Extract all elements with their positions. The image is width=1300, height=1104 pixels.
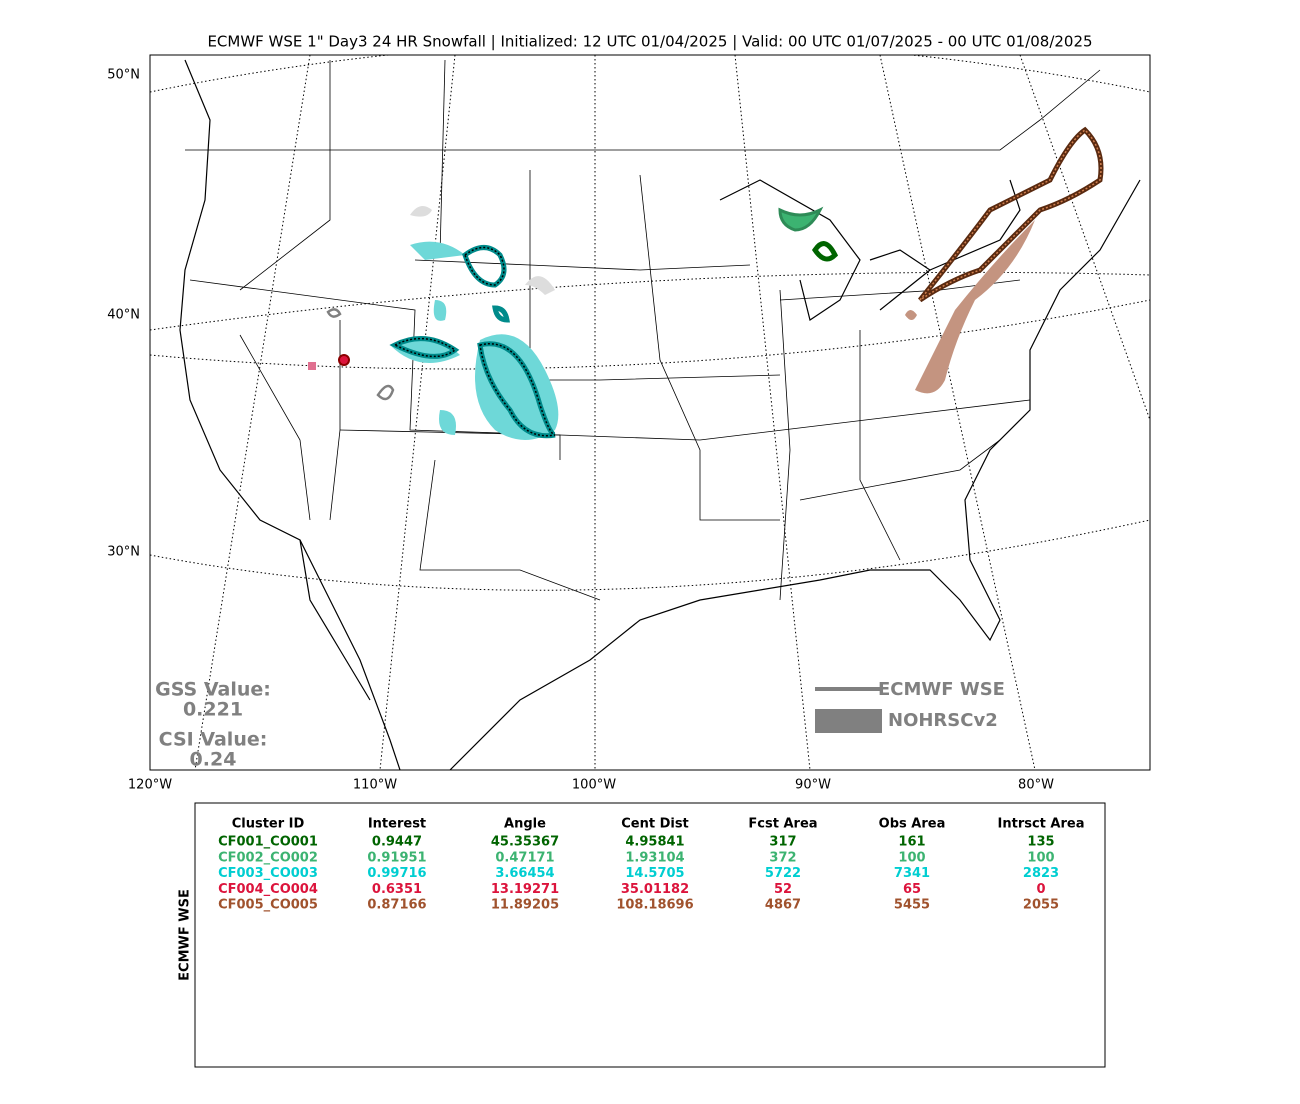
stat-label: GSS Value: (155, 679, 271, 701)
table-cell: 65 (903, 882, 921, 897)
lat-label: 50°N (107, 68, 140, 83)
legend-label: ECMWF WSE (878, 679, 1005, 700)
table-cell: 45.35367 (491, 835, 559, 850)
title: ECMWF WSE 1" Day3 24 HR Snowfall | Initi… (207, 33, 1092, 51)
table-cell: 4.95841 (625, 835, 684, 850)
table-header: Intrsct Area (998, 817, 1085, 832)
table-header: Cluster ID (232, 817, 305, 832)
table-cell: 0.99716 (367, 866, 426, 881)
table-cell: 317 (769, 835, 796, 850)
table-cell: 100 (898, 850, 925, 865)
map-labels: 50°N 40°N 30°N 120°W 110°W 100°W 90°W 80°W (107, 68, 1054, 793)
table-frame (194, 802, 1106, 1068)
table-cell: CF004_CO004 (218, 882, 318, 897)
table-cell: CF002_CO002 (218, 850, 318, 865)
table-cell: 161 (898, 835, 925, 850)
stats: GSS Value:0.221 CSI Value:0.24 (155, 679, 271, 771)
table-cell: 108.18696 (616, 898, 693, 913)
table-cell: CF001_CO001 (218, 835, 318, 850)
table-side-label: ECMWF WSE (178, 889, 193, 981)
table-cell: 35.01182 (621, 882, 689, 897)
table: Cluster ID Interest Angle Cent Dist Fcst Are… (218, 817, 1084, 913)
table-cell: CF003_CO003 (218, 866, 318, 881)
lon-label: 90°W (795, 778, 831, 793)
table-cell: 52 (774, 882, 792, 897)
map (150, 55, 1150, 770)
legend: ECMWF WSE NOHRSCv2 (815, 679, 1005, 733)
table-cell: 0.6351 (372, 882, 422, 897)
table-cell: 2823 (1023, 866, 1059, 881)
table-cell: 0 (1036, 882, 1045, 897)
table-cell: 5455 (894, 898, 930, 913)
table-cell: 7341 (894, 866, 930, 881)
table-cell: 4867 (765, 898, 801, 913)
lon-label: 120°W (128, 778, 172, 793)
table-cell: 2055 (1023, 898, 1059, 913)
table-cell: 3.66454 (495, 866, 554, 881)
lon-label: 100°W (572, 778, 616, 793)
table-header: Cent Dist (621, 817, 689, 832)
table-header: Interest (368, 817, 426, 832)
table-header: Obs Area (879, 817, 946, 832)
table-cell: 13.19271 (491, 882, 559, 897)
stat-value: 0.221 (183, 699, 243, 721)
lon-label: 80°W (1018, 778, 1054, 793)
table-cell: 100 (1027, 850, 1054, 865)
table-cell: 135 (1027, 835, 1054, 850)
table-cell: 14.5705 (625, 866, 684, 881)
table-header: Fcst Area (748, 817, 817, 832)
table-cell: 0.9447 (372, 835, 422, 850)
legend-label: NOHRSCv2 (888, 710, 998, 731)
stat-label: CSI Value: (159, 729, 268, 751)
table-cell: CF005_CO005 (218, 898, 318, 913)
table-cell: 0.47171 (495, 850, 554, 865)
lat-label: 40°N (107, 308, 140, 323)
table-cell: 11.89205 (491, 898, 559, 913)
lat-label: 30°N (107, 545, 140, 560)
legend-swatch (815, 709, 882, 733)
table-cell: 372 (769, 850, 796, 865)
table-cell: 5722 (765, 866, 801, 881)
table-cell: 1.93104 (625, 850, 684, 865)
table-cell: 0.87166 (367, 898, 426, 913)
table-header: Angle (504, 817, 546, 832)
stat-value: 0.24 (190, 749, 237, 771)
map-frame (149, 54, 1151, 771)
lon-label: 110°W (353, 778, 397, 793)
table-cell: 0.91951 (367, 850, 426, 865)
